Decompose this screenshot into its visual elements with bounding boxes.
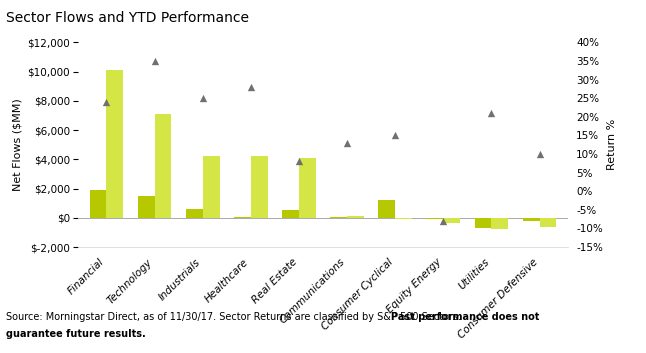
Text: guarantee future results.: guarantee future results. bbox=[6, 329, 146, 339]
Bar bbox=[90, 190, 107, 218]
Bar bbox=[426, 218, 443, 219]
Bar bbox=[203, 156, 220, 218]
Text: Source: Morningstar Direct, as of 11/30/17. Sector Returns are classified by S&P: Source: Morningstar Direct, as of 11/30/… bbox=[6, 312, 464, 322]
Bar bbox=[492, 218, 508, 229]
Text: Sector Flows and YTD Performance: Sector Flows and YTD Performance bbox=[6, 11, 249, 25]
Bar bbox=[539, 218, 556, 227]
Bar bbox=[475, 218, 492, 228]
Point bbox=[342, 140, 352, 146]
Bar bbox=[523, 218, 539, 221]
Bar bbox=[330, 217, 347, 218]
Point bbox=[534, 151, 545, 157]
Bar bbox=[234, 217, 251, 218]
Point bbox=[294, 158, 304, 164]
Point bbox=[101, 99, 112, 105]
Point bbox=[149, 58, 160, 64]
Bar bbox=[251, 156, 267, 218]
Point bbox=[245, 84, 256, 90]
Point bbox=[198, 95, 208, 101]
Point bbox=[438, 218, 448, 224]
Bar bbox=[138, 196, 154, 218]
Bar bbox=[395, 218, 412, 219]
Bar bbox=[186, 209, 203, 218]
Bar bbox=[299, 158, 316, 218]
Y-axis label: Net Flows ($MM): Net Flows ($MM) bbox=[13, 98, 23, 191]
Bar bbox=[443, 218, 460, 223]
Text: Past performance does not: Past performance does not bbox=[391, 312, 539, 322]
Bar bbox=[379, 200, 395, 218]
Point bbox=[486, 110, 497, 116]
Bar bbox=[282, 210, 299, 218]
Y-axis label: Return %: Return % bbox=[607, 119, 617, 170]
Point bbox=[390, 133, 401, 138]
Bar bbox=[154, 114, 171, 218]
Bar bbox=[107, 70, 123, 218]
Bar bbox=[347, 216, 364, 218]
